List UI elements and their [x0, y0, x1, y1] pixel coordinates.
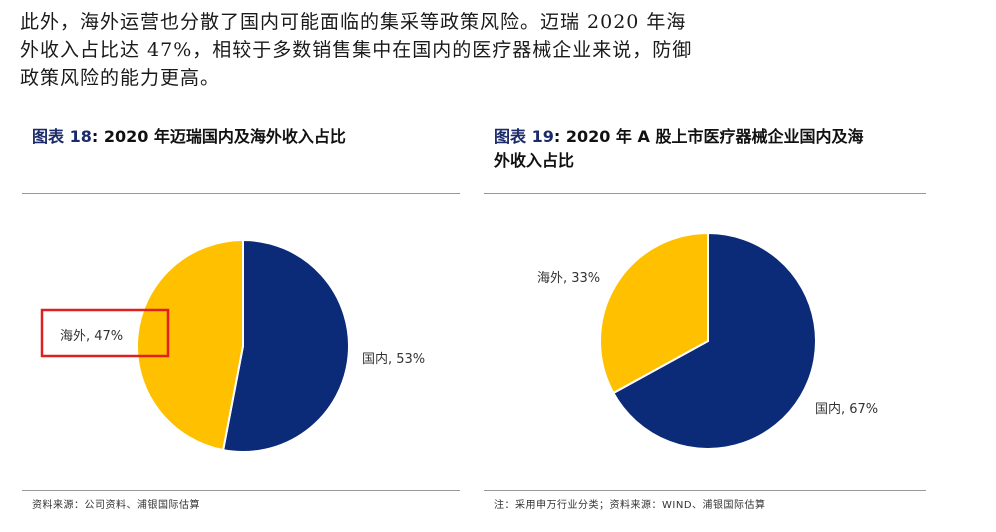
paragraph-line-3: 政策风险的能力更高。 — [20, 67, 221, 89]
figure-19-caption-line-1: : 2020 年 A 股上市医疗器械企业国内及海 — [553, 127, 864, 146]
pie-1-label-overseas: 海外, 33% — [537, 271, 600, 286]
pie-0-slice-overseas — [136, 238, 244, 452]
figure-18-source: 资料来源：公司资料、浦银国际估算 — [32, 500, 200, 511]
pie-1-slice-domestic — [611, 231, 817, 450]
pie-chart-18: 国内, 53% 海外, 47% — [60, 238, 425, 453]
figure-18-number: 18 — [69, 127, 92, 146]
paragraph-line-2: 外收入占比达 47%，相较于多数销售集中在国内的医疗器械企业来说，防御 — [20, 39, 693, 61]
highlight-box — [40, 308, 170, 358]
figure-19-caption-line-2: 外收入占比 — [494, 151, 575, 170]
figure-19-number: 19 — [531, 127, 554, 146]
figure-19-title: 图表 19: 2020 年 A 股上市医疗器械企业国内及海 外收入占比 — [494, 125, 934, 173]
pie-0-label-domestic: 国内, 53% — [362, 351, 425, 367]
figure-19-source: 注：采用申万行业分类；资料来源：WIND、浦银国际估算 — [494, 500, 766, 511]
figure-19-label: 图表 — [494, 127, 527, 146]
pie-1-label-domestic: 国内, 67% — [815, 401, 878, 417]
figure-18-label: 图表 — [32, 127, 65, 146]
pie-0-label-overseas: 海外, 47% — [60, 329, 123, 344]
pie-1-slice-overseas — [599, 231, 709, 395]
figure-18-caption: : 2020 年迈瑞国内及海外收入占比 — [91, 127, 346, 146]
body-paragraph: 此外，海外运营也分散了国内可能面临的集采等政策风险。迈瑞 2020 年海 外收入… — [20, 8, 740, 92]
pie-0-slice-domestic — [221, 238, 350, 453]
figure-19-bottom-rule — [484, 490, 926, 491]
figure-18-title: 图表 18: 2020 年迈瑞国内及海外收入占比 — [32, 125, 462, 149]
figure-18-bottom-rule — [22, 490, 460, 491]
pie-chart-19: 国内, 67% 海外, 33% — [537, 231, 878, 450]
figure-18-divider — [22, 193, 460, 194]
paragraph-line-1: 此外，海外运营也分散了国内可能面临的集采等政策风险。迈瑞 2020 年海 — [20, 11, 687, 33]
figure-19-divider — [484, 193, 926, 194]
